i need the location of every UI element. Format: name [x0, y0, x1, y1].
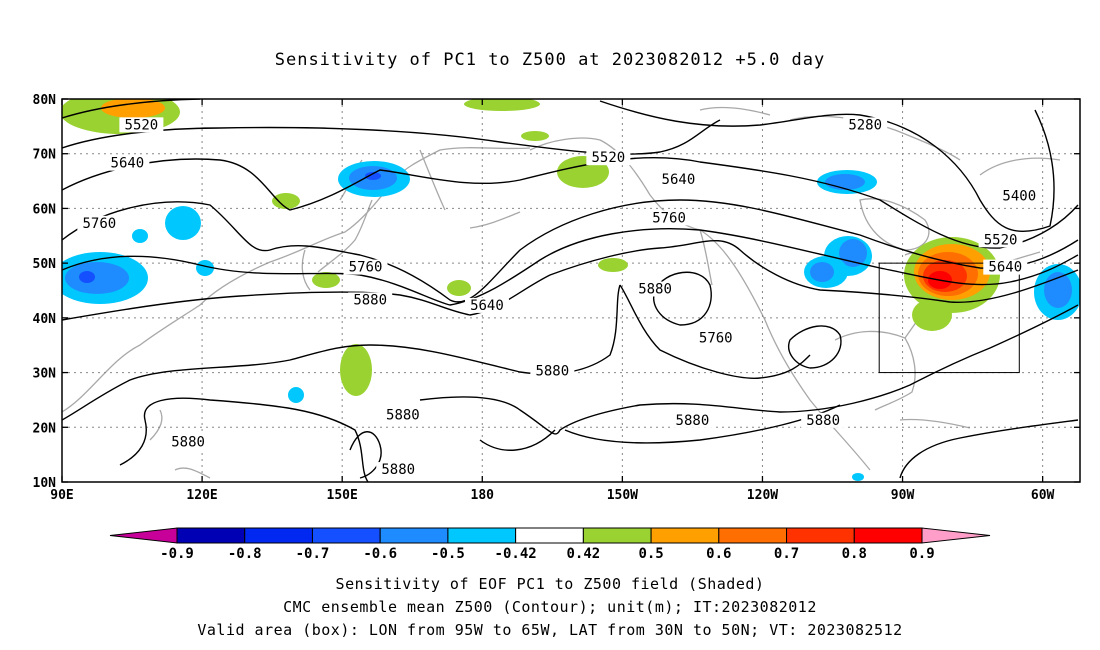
contour-label: 5880: [353, 292, 387, 308]
colorbar-label: 0.42: [567, 546, 601, 562]
lon-label: 120W: [747, 488, 778, 503]
contour-label: 5880: [806, 413, 840, 429]
contour-label-bg: [978, 232, 1023, 248]
contour-label: 5880: [535, 364, 569, 380]
lon-label: 150E: [327, 488, 358, 503]
colorbar-swatch: [379, 527, 449, 544]
contour-label: 5640: [111, 156, 145, 172]
contour-label: 5880: [381, 462, 415, 478]
contour-label-bg: [843, 117, 888, 133]
colorbar-label: -0.7: [296, 546, 330, 562]
contour-label-bg: [348, 292, 393, 308]
contour-label: 5760: [699, 331, 733, 347]
lon-label: 120E: [186, 488, 217, 503]
lat-label: 70N: [33, 148, 57, 163]
contour-label: 5640: [662, 172, 696, 188]
lat-label: 50N: [33, 257, 57, 272]
colorbar-label: 0.9: [909, 546, 934, 562]
colorbar-swatch: [447, 527, 517, 544]
colorbar-swatch: [244, 527, 313, 544]
sensitivity-shading: [62, 99, 1080, 481]
contour-label: 5880: [386, 407, 420, 423]
contour-label: 5520: [125, 117, 159, 133]
colorbar-label: 0.6: [706, 546, 731, 562]
colorbar-low-arrow: [109, 527, 178, 544]
contour-label-bg: [105, 155, 150, 171]
contour-label-bg: [647, 210, 692, 226]
plot-frame: [61, 98, 1081, 483]
contour-label-bg: [464, 297, 509, 313]
contour-label-bg: [586, 150, 631, 166]
contour-label: 5280: [848, 117, 882, 133]
contour-label: 5880: [638, 282, 672, 298]
lat-label: 20N: [33, 421, 57, 436]
contour-label: 5520: [591, 150, 625, 166]
contour-label-bg: [997, 188, 1042, 204]
colorbar-swatch: [786, 527, 855, 544]
colorbar-label: -0.5: [431, 546, 465, 562]
valid-area-box: [878, 262, 1020, 374]
colorbar-swatch: [718, 527, 788, 544]
colorbar-high-arrow: [921, 527, 991, 544]
chart-title: Sensitivity of PC1 to Z500 at 2023082012…: [274, 50, 826, 70]
colorbar-swatch: [515, 527, 584, 544]
colorbar-label: -0.42: [495, 546, 537, 562]
contour-labels: 5520 5280 5640 5520 5640 5400 5760 5760 5520 5640…: [77, 117, 1042, 478]
lat-label: 10N: [33, 476, 57, 491]
contour-label: 5640: [470, 298, 504, 314]
contour-label-bg: [633, 281, 678, 297]
lon-label: 150W: [607, 488, 638, 503]
contour-label-bg: [693, 330, 738, 346]
contour-label: 5520: [984, 232, 1018, 248]
contour-label: 5760: [82, 216, 116, 232]
contour-label-bg: [380, 407, 425, 423]
lat-label: 30N: [33, 367, 57, 382]
colorbar-swatch: [311, 527, 381, 544]
contour-label-bg: [343, 259, 388, 275]
colorbar-swatch: [176, 527, 246, 544]
colorbar-swatch: [582, 527, 652, 544]
contour-label-bg: [376, 462, 421, 478]
contour-label-bg: [119, 117, 164, 133]
colorbar-label: -0.6: [363, 546, 397, 562]
lon-label: 90E: [50, 488, 73, 503]
lon-label: 60W: [1031, 488, 1055, 503]
lat-label: 40N: [33, 312, 57, 327]
contour-label-bg: [670, 412, 715, 428]
colorbar-label: -0.8: [228, 546, 262, 562]
contour-label-bg: [801, 412, 846, 428]
contour-label: 5880: [676, 413, 710, 429]
colorbar-label: 0.8: [842, 546, 867, 562]
contour-label-bg: [656, 172, 701, 188]
lat-label: 60N: [33, 202, 57, 217]
contour-label-bg: [983, 259, 1028, 275]
lon-label: 180: [471, 488, 495, 503]
contour-label: 5880: [171, 435, 205, 451]
lon-label: 90W: [891, 488, 915, 503]
caption-line-2: CMC ensemble mean Z500 (Contour); unit(m…: [283, 598, 817, 616]
caption-line-1: Sensitivity of EOF PC1 to Z500 field (Sh…: [335, 575, 765, 593]
colorbar-swatch: [650, 527, 720, 544]
colorbar-label: -0.9: [160, 546, 194, 562]
contour-label-bg: [77, 215, 122, 231]
contour-label: 5760: [349, 260, 383, 276]
colorbar-label: 0.7: [774, 546, 799, 562]
contour-label: 5400: [1002, 188, 1036, 204]
colorbar: -0.9 -0.8 -0.7 -0.6 -0.5 -0.42 0.42 0.5 0.6 0.7 0.…: [109, 527, 991, 562]
z500-contours: [62, 99, 1079, 482]
lat-label: 80N: [33, 93, 57, 108]
contour-label: 5760: [652, 210, 686, 226]
contour-label-bg: [530, 363, 575, 379]
contour-label-bg: [166, 434, 211, 450]
graticule: [62, 99, 1080, 482]
contour-label: 5640: [988, 260, 1022, 276]
colorbar-swatch: [853, 527, 923, 544]
caption-line-3: Valid area (box): LON from 95W to 65W, L…: [197, 621, 903, 639]
colorbar-label: 0.5: [638, 546, 663, 562]
